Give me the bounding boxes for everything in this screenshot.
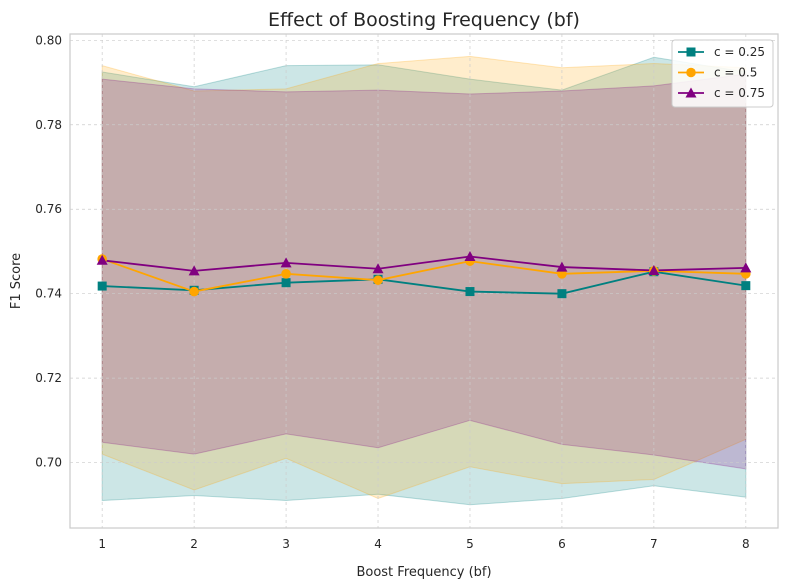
y-tick-label: 0.78 — [35, 118, 62, 132]
data-point-s1-6 — [557, 289, 567, 299]
data-point-s3-5 — [464, 251, 476, 262]
legend-marker-3 — [685, 87, 697, 98]
series-lines — [101, 255, 746, 295]
confidence-band-2 — [101, 55, 747, 499]
y-tick-label: 0.70 — [35, 456, 62, 470]
confidence-bands — [101, 55, 747, 506]
data-point-s3-4 — [372, 263, 384, 274]
y-tick-label: 0.80 — [35, 33, 62, 47]
data-point-s1-3 — [281, 278, 291, 288]
legend-marker-1 — [686, 47, 696, 57]
series-markers — [96, 251, 752, 299]
legend-label-2: c = 0.5 — [714, 66, 757, 80]
gridlines — [70, 34, 778, 528]
data-point-s3-2 — [188, 265, 200, 276]
data-point-s1-5 — [465, 287, 475, 297]
data-point-s1-8 — [741, 281, 751, 291]
chart-title: Effect of Boosting Frequency (bf) — [268, 9, 580, 31]
x-tick-label: 4 — [374, 537, 382, 551]
y-tick-label: 0.74 — [35, 287, 62, 301]
plot-frame — [69, 33, 779, 529]
legend: c = 0.25 c = 0.5 c = 0.75 — [671, 39, 774, 108]
series-line-3 — [102, 255, 746, 272]
legend-label-3: c = 0.75 — [714, 86, 765, 100]
x-tick-label: 3 — [282, 537, 290, 551]
x-tick-label: 5 — [466, 537, 474, 551]
legend-marker-2 — [686, 67, 696, 78]
data-point-s3-8 — [740, 262, 752, 273]
data-point-s1-1 — [97, 281, 107, 291]
data-point-s3-6 — [556, 261, 568, 272]
x-tick-label: 7 — [650, 537, 658, 551]
series-line-2 — [101, 258, 746, 293]
x-axis-label: Boost Frequency (bf) — [356, 565, 491, 580]
y-tick-label: 0.76 — [35, 202, 62, 216]
y-axis-label: F1 Score — [9, 253, 24, 309]
legend-box — [671, 39, 774, 108]
data-point-s3-7 — [648, 264, 660, 275]
x-tick-label: 2 — [190, 537, 198, 551]
data-point-s3-3 — [280, 257, 292, 268]
legend-label-1: c = 0.25 — [714, 45, 765, 59]
data-point-s3-1 — [96, 254, 108, 265]
x-tick-label: 8 — [742, 537, 750, 551]
data-point-s2-2 — [189, 286, 199, 297]
x-tick-label: 6 — [558, 537, 566, 551]
x-tick-label: 1 — [98, 537, 106, 551]
data-point-s2-3 — [281, 269, 291, 279]
y-tick-label: 0.72 — [35, 371, 62, 385]
data-point-s2-4 — [373, 275, 383, 285]
axis-ticks: 1 2 3 4 5 6 7 8 0.70 0.72 0.74 0.76 0.78 0.80 — [35, 33, 749, 551]
